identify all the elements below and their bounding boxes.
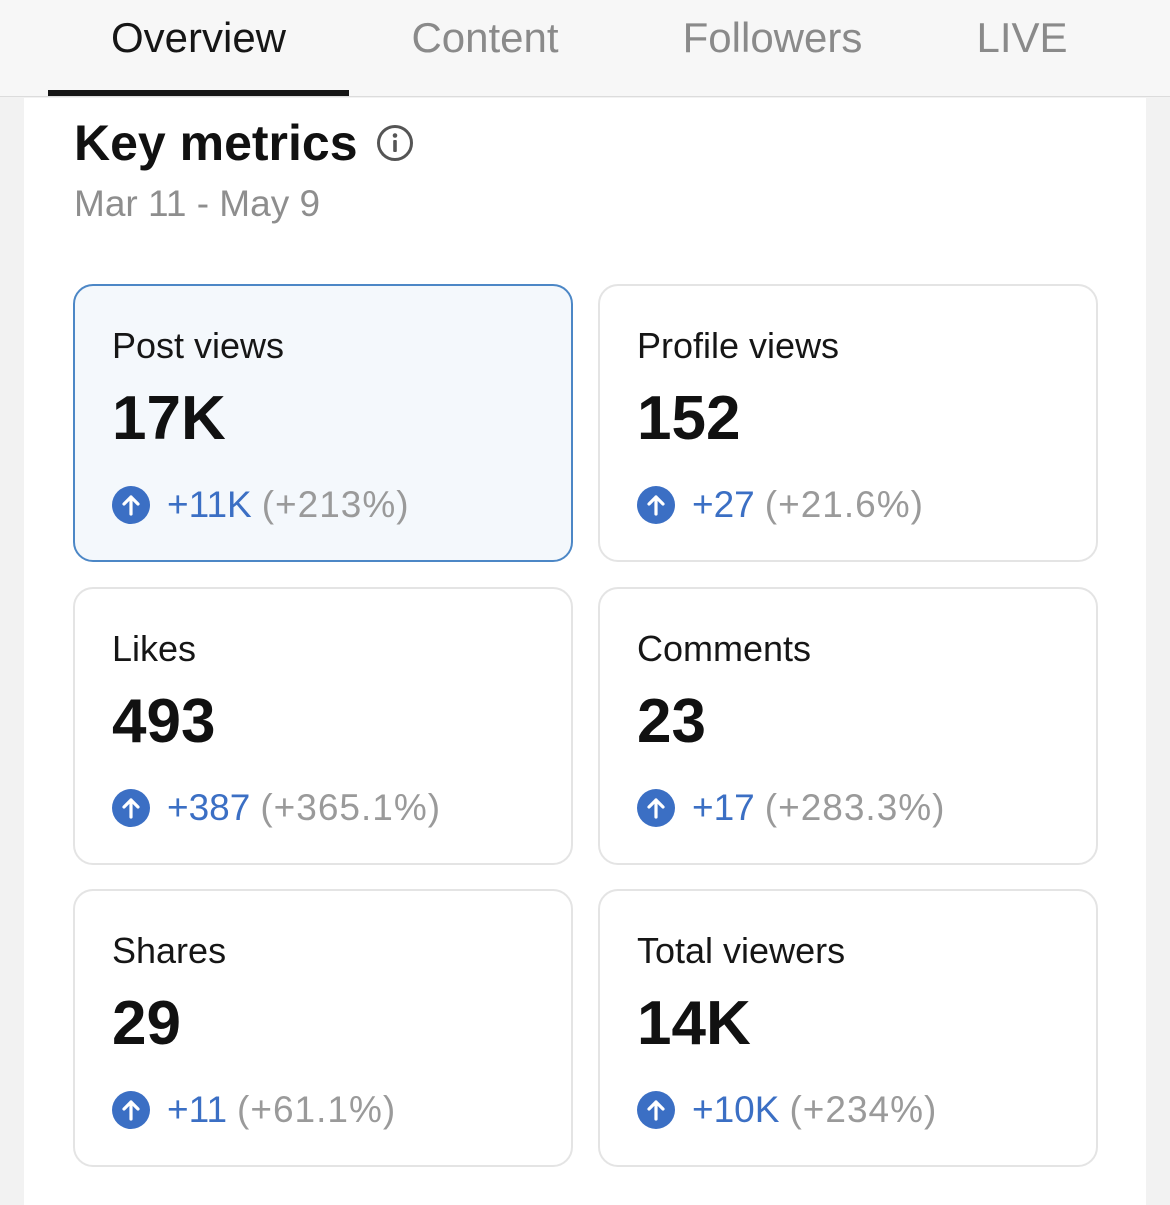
metric-change: +11K (+213%): [112, 482, 410, 528]
tab-bar: Overview Content Followers LIVE: [0, 0, 1170, 97]
tab-followers[interactable]: Followers: [682, 14, 863, 61]
metric-value: 14K: [637, 989, 751, 1058]
metric-delta: +10K: [692, 1089, 780, 1130]
metric-card-comments[interactable]: Comments 23 +17 (+283.3%): [598, 587, 1098, 865]
metric-value: 23: [637, 687, 706, 756]
metric-card-post-views[interactable]: Post views 17K +11K (+213%): [73, 284, 573, 562]
metric-delta: +387: [167, 787, 251, 828]
metric-percent: (+283.3%): [764, 787, 946, 828]
metric-label: Shares: [112, 930, 227, 971]
metric-change: +27 (+21.6%): [637, 482, 924, 528]
section-title: Key metrics: [74, 115, 358, 171]
tab-live[interactable]: LIVE: [976, 14, 1068, 61]
metric-label: Total viewers: [637, 930, 846, 971]
metric-delta: +11: [167, 1089, 228, 1130]
metric-card-likes[interactable]: Likes 493 +387 (+365.1%): [73, 587, 573, 865]
arrow-up-circle-icon: [637, 789, 675, 827]
info-icon[interactable]: [376, 124, 414, 162]
metric-percent: (+61.1%): [237, 1089, 397, 1130]
arrow-up-circle-icon: [637, 1091, 675, 1129]
metric-card-profile-views[interactable]: Profile views 152 +27 (+21.6%): [598, 284, 1098, 562]
metric-delta: +17: [692, 787, 755, 828]
metric-label: Likes: [112, 628, 197, 669]
metric-change: +10K (+234%): [637, 1087, 937, 1133]
arrow-up-circle-icon: [112, 486, 150, 524]
metric-value: 29: [112, 989, 181, 1058]
metric-percent: (+21.6%): [764, 484, 924, 525]
tab-content[interactable]: Content: [411, 14, 559, 61]
tab-overview[interactable]: Overview: [110, 14, 287, 61]
metric-card-total-viewers[interactable]: Total viewers 14K +10K (+234%): [598, 889, 1098, 1167]
metric-label: Post views: [112, 325, 285, 366]
metric-value: 17K: [112, 384, 226, 453]
key-metrics-panel: Key metrics Mar 11 - May 9 Post views 17…: [24, 98, 1146, 1205]
arrow-up-circle-icon: [112, 1091, 150, 1129]
metric-label: Profile views: [637, 325, 840, 366]
metric-delta: +27: [692, 484, 755, 525]
metric-card-shares[interactable]: Shares 29 +11 (+61.1%): [73, 889, 573, 1167]
date-range: Mar 11 - May 9: [74, 183, 321, 224]
metric-percent: (+213%): [261, 484, 410, 525]
metric-change: +387 (+365.1%): [112, 785, 441, 831]
metric-change: +11 (+61.1%): [112, 1087, 396, 1133]
arrow-up-circle-icon: [637, 486, 675, 524]
metric-percent: (+365.1%): [260, 787, 442, 828]
metric-change: +17 (+283.3%): [637, 785, 946, 831]
metric-value: 493: [112, 687, 216, 756]
metric-delta: +11K: [167, 484, 252, 525]
metric-percent: (+234%): [789, 1089, 938, 1130]
metric-label: Comments: [637, 628, 812, 669]
metric-value: 152: [637, 384, 741, 453]
active-tab-indicator: [48, 90, 349, 96]
arrow-up-circle-icon: [112, 789, 150, 827]
